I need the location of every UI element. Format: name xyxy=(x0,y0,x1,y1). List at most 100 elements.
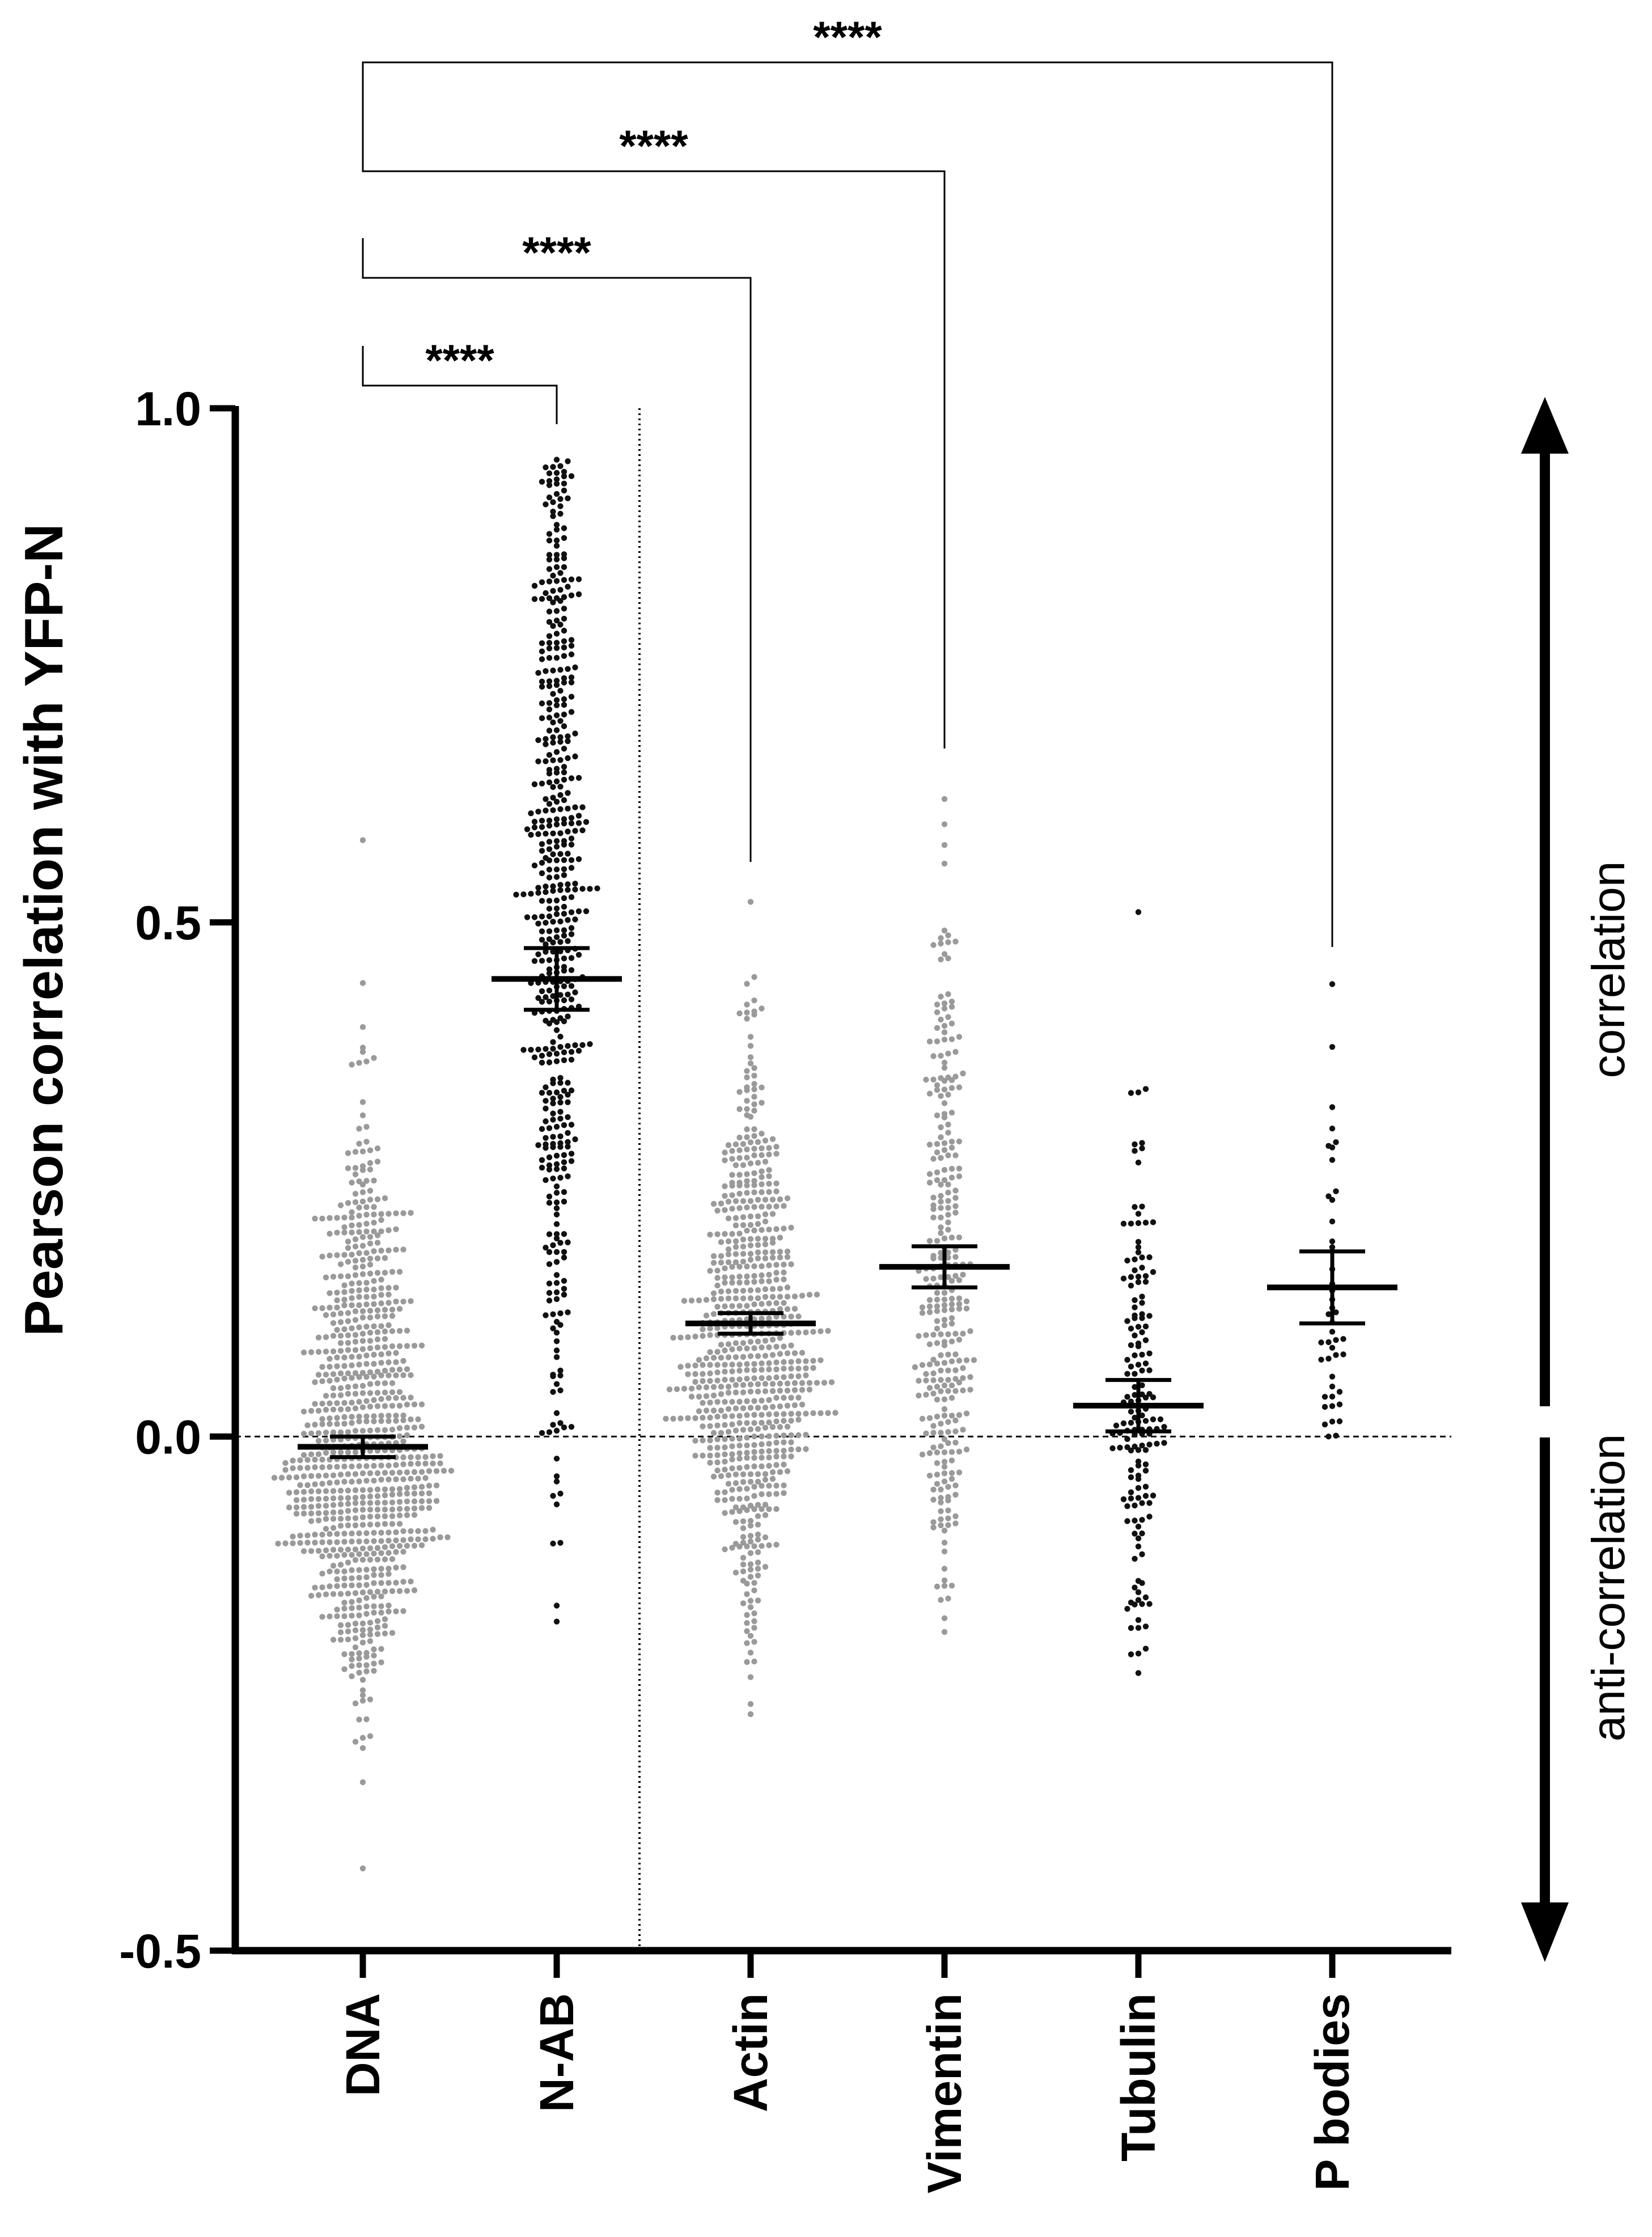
data-point xyxy=(773,1394,780,1401)
data-point xyxy=(744,1273,750,1280)
data-point xyxy=(561,653,567,659)
data-point xyxy=(528,1047,534,1053)
data-point xyxy=(575,576,582,582)
data-point xyxy=(546,678,553,684)
data-point xyxy=(1139,1580,1145,1586)
data-point xyxy=(386,1602,392,1609)
data-point xyxy=(327,1215,333,1221)
data-point xyxy=(952,1254,959,1260)
data-point xyxy=(546,752,553,758)
data-point xyxy=(677,1334,684,1340)
data-point xyxy=(352,1644,359,1651)
data-point xyxy=(315,1334,322,1340)
data-point xyxy=(349,1414,355,1420)
data-point xyxy=(319,1401,325,1407)
data-point xyxy=(543,668,549,674)
data-point xyxy=(948,1139,955,1145)
data-point xyxy=(352,1272,359,1278)
data-point xyxy=(359,1382,366,1389)
data-point xyxy=(751,1375,757,1381)
data-point xyxy=(923,1377,929,1384)
data-point xyxy=(367,1314,374,1321)
data-point xyxy=(773,1144,780,1150)
data-point xyxy=(941,1478,948,1485)
data-point xyxy=(572,753,578,760)
data-point xyxy=(948,1413,955,1419)
data-point xyxy=(553,618,560,624)
data-point xyxy=(363,1530,370,1536)
data-point xyxy=(806,1292,813,1298)
data-point xyxy=(327,1583,333,1589)
data-point xyxy=(941,1413,948,1419)
data-point xyxy=(315,1473,322,1479)
data-point xyxy=(345,1546,351,1553)
data-point xyxy=(550,883,556,890)
data-point xyxy=(759,1174,765,1180)
data-point xyxy=(359,980,366,986)
data-point xyxy=(759,1084,765,1091)
data-point xyxy=(389,1499,396,1506)
data-point xyxy=(345,1500,351,1507)
data-point xyxy=(382,1368,388,1374)
data-point xyxy=(352,1199,359,1206)
data-point xyxy=(1150,1394,1157,1401)
data-point xyxy=(356,1287,362,1293)
data-point xyxy=(803,1410,809,1417)
data-point xyxy=(561,480,567,487)
data-point xyxy=(781,1343,787,1350)
data-point xyxy=(710,1392,717,1399)
data-point xyxy=(773,1506,780,1512)
data-point xyxy=(374,1329,381,1335)
data-point xyxy=(1318,1339,1324,1346)
data-point xyxy=(710,1311,717,1317)
data-point xyxy=(575,908,582,915)
data-point xyxy=(736,1346,743,1352)
data-point xyxy=(367,1369,374,1376)
data-point xyxy=(799,1350,806,1356)
data-point xyxy=(769,1136,776,1143)
data-point xyxy=(952,938,959,945)
data-point xyxy=(930,1377,937,1384)
data-point xyxy=(934,1289,941,1296)
data-point xyxy=(795,1446,802,1453)
data-point xyxy=(747,1478,754,1485)
data-point xyxy=(293,1474,300,1481)
data-point xyxy=(938,1516,944,1523)
data-point xyxy=(755,1566,761,1572)
data-point xyxy=(1135,1279,1142,1285)
data-point xyxy=(382,1556,388,1563)
data-point xyxy=(710,1430,717,1436)
data-point xyxy=(546,987,553,994)
data-point xyxy=(938,1224,944,1230)
data-point xyxy=(777,1469,783,1475)
data-point xyxy=(1135,1458,1142,1465)
data-point xyxy=(930,1430,937,1436)
data-point xyxy=(1329,1403,1336,1409)
data-point xyxy=(948,1306,955,1313)
data-point xyxy=(378,1580,384,1586)
data-point xyxy=(766,1542,772,1549)
data-point xyxy=(400,1372,406,1378)
data-point xyxy=(568,576,575,582)
data-point xyxy=(696,1297,702,1304)
data-point xyxy=(762,1293,769,1300)
data-point xyxy=(688,1393,695,1400)
data-point xyxy=(557,463,564,470)
data-point xyxy=(1124,1606,1130,1612)
data-point xyxy=(941,1307,948,1313)
data-point xyxy=(386,1566,392,1572)
data-point xyxy=(766,1151,772,1158)
data-point xyxy=(382,1521,388,1527)
data-point xyxy=(327,1230,333,1237)
data-point xyxy=(751,1279,757,1285)
data-point xyxy=(550,1039,556,1045)
data-point xyxy=(926,1238,933,1244)
stats-n-ab xyxy=(492,946,622,1012)
data-point xyxy=(722,1510,728,1516)
data-point xyxy=(352,1236,359,1242)
data-point xyxy=(1325,1339,1332,1346)
data-point xyxy=(356,1650,362,1656)
data-point xyxy=(323,1334,329,1340)
data-point xyxy=(941,1037,948,1043)
data-point xyxy=(762,1381,769,1387)
